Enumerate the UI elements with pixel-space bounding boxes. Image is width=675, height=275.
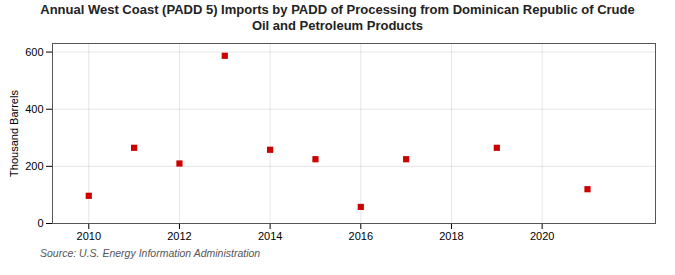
svg-text:2020: 2020 — [530, 230, 554, 242]
svg-text:2012: 2012 — [167, 230, 191, 242]
svg-text:0: 0 — [37, 217, 43, 229]
svg-text:2016: 2016 — [349, 230, 373, 242]
svg-text:200: 200 — [25, 159, 43, 171]
svg-text:Thousand Barrels: Thousand Barrels — [8, 89, 20, 176]
svg-text:600: 600 — [25, 45, 43, 57]
html-text:Annual West Coast (PADD 5) Imp: Annual West Coast (PADD 5) Imports by PA… — [40, 2, 635, 34]
svg-text:400: 400 — [25, 102, 43, 114]
svg-text:2014: 2014 — [258, 230, 282, 242]
svg-text:2010: 2010 — [77, 230, 101, 242]
html-text:Source: U.S. Energy Informatio: Source: U.S. Energy Information Administ… — [40, 246, 261, 259]
svg-text:2018: 2018 — [439, 230, 463, 242]
